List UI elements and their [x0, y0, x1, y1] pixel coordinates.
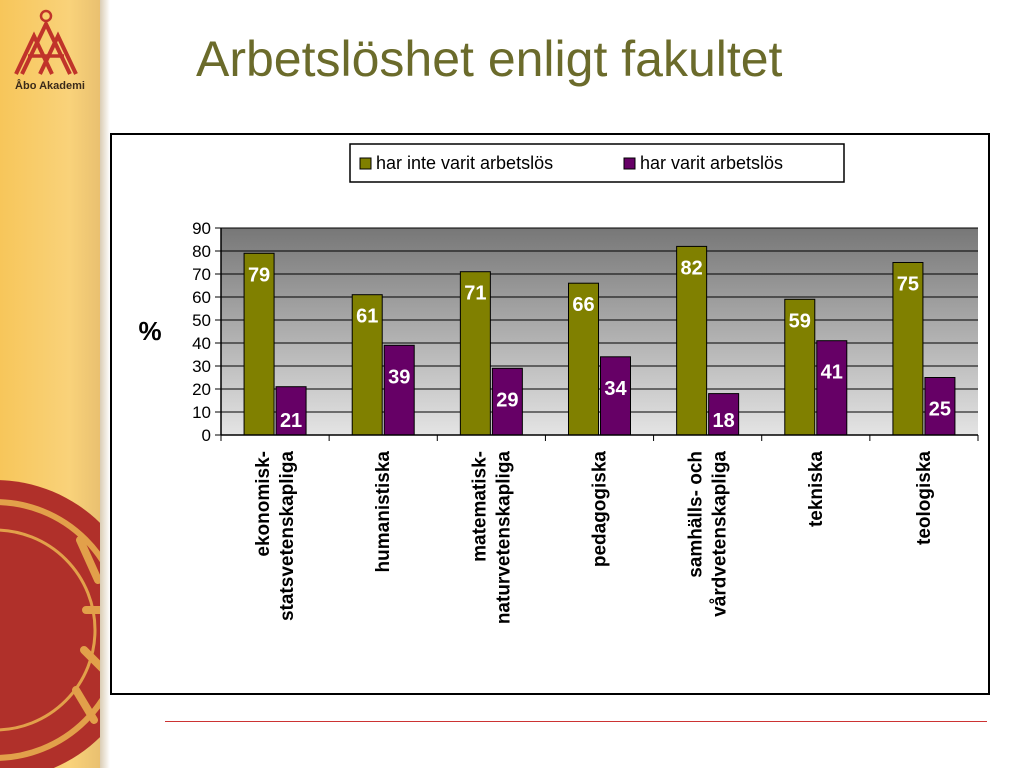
bar-unemployed [924, 377, 956, 436]
logo-text: Åbo Akademi [15, 80, 85, 92]
x-category-label-line: humanistiska [373, 451, 394, 573]
legend-swatch [359, 157, 372, 170]
bar-unemployed [383, 344, 415, 436]
legend-label: har inte varit arbetslös [376, 153, 553, 173]
x-category-label-line: ekonomisk- [253, 451, 274, 557]
x-category-label-line: statsvetenskapliga [277, 451, 298, 621]
data-label: 39 [388, 366, 410, 388]
y-tick-label: 50 [192, 311, 211, 330]
legend-swatch [623, 157, 636, 170]
x-category-label: samhälls- och vårdvetenskapliga [686, 451, 731, 617]
x-category-label-line: vårdvetenskapliga [710, 451, 731, 617]
legend-label: har varit arbetslös [640, 153, 783, 173]
seal-emblem-icon [0, 480, 100, 768]
y-tick-label: 30 [192, 357, 211, 376]
gridlines [221, 227, 978, 413]
axes [215, 227, 979, 441]
x-category-label-line: matematisk- [469, 451, 490, 562]
x-category-label-line: naturvetenskapliga [493, 451, 514, 625]
x-category-label: pedagogiska [590, 451, 611, 568]
y-tick-label: 90 [192, 219, 211, 238]
chart-frame: har inte varit arbetslös har varit arbets… [110, 133, 990, 695]
y-tick-label: 40 [192, 334, 211, 353]
x-category-label-line: teologiska [914, 451, 935, 545]
sidebar: Åbo Akademi [0, 0, 100, 768]
x-category-label: ekonomisk-statsvetenskapliga [253, 451, 298, 621]
plot-area [221, 228, 978, 435]
x-category-label-line: tekniska [806, 451, 827, 527]
bars [243, 245, 956, 436]
chart-legend: har inte varit arbetslös har varit arbets… [349, 143, 845, 183]
slide-title: Arbetslöshet enligt fakultet [196, 31, 783, 87]
data-label: 25 [929, 399, 951, 421]
bar-not-unemployed [784, 298, 816, 436]
x-category-label: teologiska [914, 451, 935, 545]
data-label: 18 [713, 410, 735, 432]
data-labels: 79 21 61 39 71 29 66 34 82 18 59 41 75 25 [248, 257, 951, 432]
bar-unemployed [816, 340, 848, 436]
data-label: 21 [280, 410, 302, 432]
data-label: 82 [681, 257, 703, 279]
bar-chart: har inte varit arbetslös har varit arbets… [138, 143, 979, 625]
data-label: 29 [496, 389, 518, 411]
data-label: 34 [604, 378, 627, 400]
x-category-labels: ekonomisk-statsvetenskapliga humanistiska… [253, 451, 935, 625]
bar-not-unemployed [676, 245, 708, 436]
data-label: 66 [572, 294, 594, 316]
y-tick-label: 10 [192, 403, 211, 422]
data-label: 75 [897, 274, 919, 296]
x-category-label: tekniska [806, 451, 827, 527]
y-tick-label: 0 [202, 426, 211, 445]
x-category-label: humanistiska [373, 451, 394, 573]
y-tick-label: 70 [192, 265, 211, 284]
bar-not-unemployed [459, 271, 491, 436]
footer-divider [165, 721, 987, 722]
y-tick-label: 80 [192, 242, 211, 261]
bar-unemployed [491, 367, 523, 436]
x-category-label-line: pedagogiska [590, 451, 611, 568]
y-tick-label: 60 [192, 288, 211, 307]
x-category-label: matematisk-naturvetenskapliga [469, 451, 514, 625]
sidebar-shadow [100, 0, 110, 768]
y-tick-labels: 0 10 20 30 40 50 60 70 80 90 [192, 219, 211, 445]
data-label: 71 [464, 283, 486, 305]
bar-not-unemployed [568, 282, 599, 436]
data-label: 59 [789, 310, 811, 332]
data-label: 79 [248, 264, 270, 286]
bar-unemployed [708, 393, 740, 436]
legend-box [349, 143, 845, 183]
abo-akademi-logo-icon [14, 9, 78, 75]
bar-not-unemployed [892, 262, 924, 436]
data-label: 41 [821, 362, 843, 384]
y-axis-label: % [138, 316, 161, 346]
data-label: 61 [356, 306, 378, 328]
y-tick-label: 20 [192, 380, 211, 399]
x-category-label-line: samhälls- och [686, 451, 707, 578]
